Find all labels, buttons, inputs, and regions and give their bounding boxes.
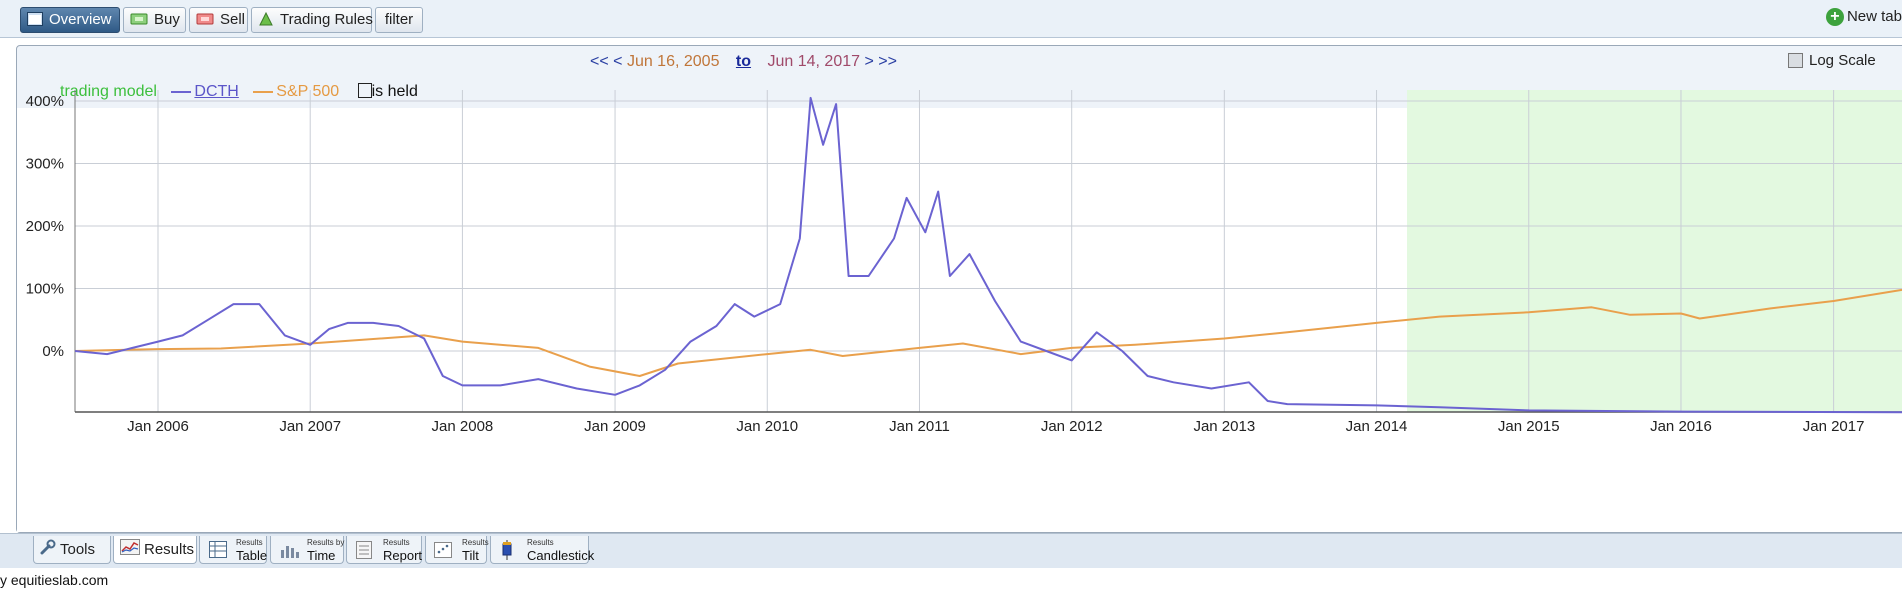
tab-candlestick-caption: Results: [527, 538, 554, 547]
legend-sp500: S&P 500: [276, 83, 340, 100]
filter-label: filter: [384, 11, 414, 28]
legend-dcth-link[interactable]: DCTH: [194, 83, 239, 100]
sell-icon: [196, 13, 214, 25]
tab-results-tilt[interactable]: Results Tilt: [425, 536, 489, 564]
trading-rules-button[interactable]: Trading Rules: [251, 7, 373, 33]
y-tick-label: 300%: [26, 156, 64, 173]
top-toolbar: Overview Buy Sell Trading Rules filter +…: [0, 0, 1902, 38]
legend-held-label: is held: [371, 83, 418, 100]
x-tick-label: Jan 2016: [1650, 418, 1712, 435]
buy-icon: [130, 13, 148, 25]
tab-tools-label: Tools: [60, 541, 96, 558]
tilt-icon: [434, 542, 452, 558]
legend-dcth-swatch: [171, 90, 192, 93]
tab-overview[interactable]: Overview: [20, 7, 120, 33]
y-tick-label: 0%: [42, 343, 64, 360]
x-tick-label: Jan 2010: [736, 418, 798, 435]
new-tab-button[interactable]: + New tab: [1825, 8, 1902, 27]
tab-time-caption: Results by: [307, 538, 345, 547]
tab-results[interactable]: Results: [113, 536, 197, 564]
log-scale-toggle[interactable]: Log Scale: [1788, 52, 1876, 69]
report-icon: [356, 541, 372, 559]
overview-icon: [27, 12, 43, 27]
next-button[interactable]: >: [864, 53, 874, 70]
tab-tilt-caption: Results: [462, 538, 489, 547]
x-tick-label: Jan 2007: [279, 418, 341, 435]
x-tick-label: Jan 2015: [1498, 418, 1560, 435]
x-tick-label: Jan 2017: [1803, 418, 1865, 435]
tab-report-label: Report: [383, 548, 423, 563]
x-tick-label: Jan 2014: [1346, 418, 1408, 435]
tab-results-table[interactable]: Results Table: [199, 536, 267, 564]
held-region: [1406, 90, 1902, 412]
line-chart: 0% 100% 200% 300% 400% Jan 2006 Jan 2007 Jan 20…: [26, 90, 1902, 435]
tab-results-report[interactable]: Results Report: [346, 536, 422, 564]
date-range-navigator: << < Jun 16, 2005 to Jun 14, 2017 > >>: [590, 53, 897, 71]
y-tick-label: 200%: [26, 218, 64, 235]
tab-table-caption: Results: [236, 538, 263, 547]
legend-held-box: [357, 83, 372, 99]
x-tick-label: Jan 2008: [432, 418, 494, 435]
y-tick-label: 100%: [26, 281, 64, 298]
sell-label: Sell: [220, 11, 246, 28]
prev-button[interactable]: <: [613, 53, 623, 70]
to-link[interactable]: to: [735, 53, 752, 70]
y-tick-label: 400%: [26, 93, 64, 110]
x-tick-label: Jan 2011: [889, 418, 950, 435]
time-icon: [281, 546, 299, 558]
tab-results-candlestick[interactable]: Results Candlestick: [490, 536, 594, 564]
chart-legend: trading model DCTH S&P 500 is held: [60, 83, 418, 101]
add-tab-icon: +: [1825, 8, 1844, 27]
x-tick-label: Jan 2009: [584, 418, 646, 435]
new-tab-label: New tab: [1846, 8, 1902, 25]
wrench-icon: [40, 537, 56, 564]
tab-overview-label: Overview: [49, 11, 112, 28]
series-line-s-p-500: [74, 288, 1902, 377]
prev-fast-button[interactable]: <<: [590, 53, 609, 70]
legend-sp500-swatch: [253, 90, 274, 93]
x-tick-label: Jan 2013: [1193, 418, 1255, 435]
tab-table-label: Table: [236, 548, 268, 563]
tab-results-label: Results: [144, 541, 195, 558]
buy-label: Buy: [154, 11, 180, 28]
next-fast-button[interactable]: >>: [878, 53, 897, 70]
footer-credit: y equitieslab.com: [0, 572, 109, 588]
series-line-dcth: [74, 96, 1902, 414]
x-tick-label: Jan 2012: [1041, 418, 1103, 435]
x-tick-label: Jan 2006: [127, 418, 189, 435]
end-date[interactable]: Jun 14, 2017: [767, 53, 861, 70]
tab-results-by-time[interactable]: Results by Time: [270, 536, 344, 564]
trading-rules-label: Trading Rules: [280, 11, 373, 28]
log-scale-checkbox[interactable]: [1788, 52, 1803, 68]
filter-button[interactable]: filter: [375, 7, 423, 33]
start-date[interactable]: Jun 16, 2005: [626, 53, 720, 70]
sell-button[interactable]: Sell: [189, 7, 248, 33]
trading-rules-icon: [259, 12, 273, 26]
candlestick-icon: [502, 540, 512, 560]
tab-tools[interactable]: Tools: [33, 536, 111, 564]
buy-button[interactable]: Buy: [123, 7, 186, 33]
tab-report-caption: Results: [383, 538, 410, 547]
log-scale-label: Log Scale: [1809, 52, 1876, 69]
table-icon: [209, 541, 227, 558]
results-chart-icon: [120, 537, 140, 564]
legend-trading-model: trading model: [60, 83, 157, 100]
tab-tilt-label: Tilt: [462, 548, 479, 563]
tab-candlestick-label: Candlestick: [527, 548, 595, 563]
tab-time-label: Time: [307, 548, 336, 563]
